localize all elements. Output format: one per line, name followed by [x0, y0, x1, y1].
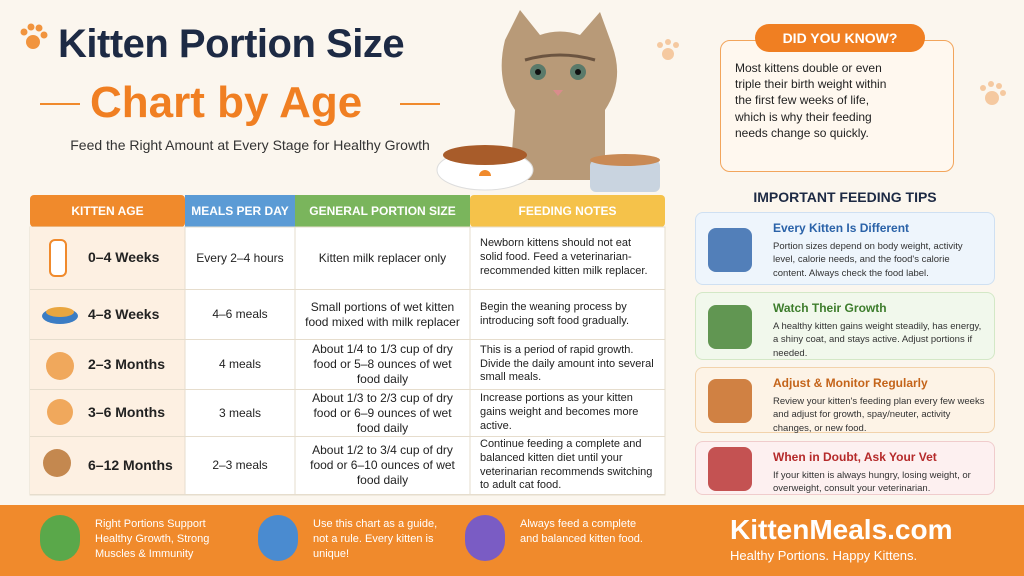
tip-icon — [708, 305, 752, 349]
footer — [0, 505, 1024, 576]
table-cell: 3 meals — [185, 390, 295, 437]
tagline: Healthy Portions. Happy Kittens. — [730, 548, 918, 563]
tip-text: If your kitten is always hungry, losing … — [773, 470, 971, 495]
footer-text: Right Portions Support Healthy Growth, S… — [95, 518, 210, 560]
brand: KittenMeals.com — [730, 514, 953, 545]
table-cell: Small portions of wet kitten food mixed … — [295, 290, 470, 340]
info-box — [720, 40, 954, 172]
tip-text: A healthy kitten gains weight steadily, … — [773, 321, 982, 359]
table-cell: Continue feeding a complete and balanced… — [470, 437, 665, 495]
table-cell: 6–12 Months — [30, 437, 185, 495]
tip-title: Every Kitten Is Different — [773, 221, 910, 235]
table-cell: About 1/4 to 1/3 cup of dry food or 5–8 … — [295, 340, 470, 390]
table-cell: 4 meals — [185, 340, 295, 390]
table-cell: Newborn kittens should not eat solid foo… — [470, 227, 665, 290]
tip-card: Adjust & Monitor Regularly Review your ki… — [695, 367, 995, 434]
tip-card: Watch Their Growth A healthy kitten gains… — [695, 292, 995, 360]
tip-card: Every Kitten Is Different Portion sizes d… — [695, 212, 995, 285]
table-cell: Increase portions as your kitten gains w… — [470, 390, 665, 437]
column-header: MEALS PER DAY — [191, 204, 289, 218]
footer-icon — [258, 515, 298, 561]
column-header: KITTEN AGE — [71, 204, 144, 218]
column-header: GENERAL PORTION SIZE — [309, 204, 456, 218]
table-cell: 4–8 Weeks — [30, 290, 185, 340]
table-cell: Kitten milk replacer only — [295, 227, 470, 290]
footer-icon — [465, 515, 505, 561]
info-title: DID YOU KNOW? — [755, 24, 925, 52]
title: Kitten Portion Size — [58, 22, 405, 66]
subtitle: Feed the Right Amount at Every Stage for… — [70, 137, 430, 153]
info-text: Most kittens double or even triple their… — [735, 61, 887, 140]
table-cell: Begin the weaning process by introducing… — [470, 290, 665, 340]
tip-title: Adjust & Monitor Regularly — [773, 376, 928, 390]
tips-title: IMPORTANT FEEDING TIPS — [753, 189, 937, 205]
footer-text: Always feed a complete and balanced kitt… — [520, 518, 643, 545]
tip-icon — [708, 379, 752, 423]
footer-text: Use this chart as a guide, not a rule. E… — [313, 518, 438, 560]
table-cell: Every 2–4 hours — [185, 227, 295, 290]
table-cell: 2–3 Months — [30, 340, 185, 390]
tip-icon — [708, 227, 752, 272]
table-cell: 2–3 meals — [185, 437, 295, 495]
table-cell: 0–4 Weeks — [30, 227, 185, 290]
tip-icon — [708, 447, 752, 491]
table-cell: 3–6 Months — [30, 390, 185, 437]
column-header: FEEDING NOTES — [518, 204, 617, 218]
tip-title: Watch Their Growth — [773, 301, 887, 315]
tip-card: When in Doubt, Ask Your Vet If your kitte… — [695, 441, 995, 495]
title: Chart by Age — [90, 78, 363, 127]
tip-text: Review your kitten's feeding plan every … — [773, 396, 985, 434]
table-cell: 4–6 meals — [185, 290, 295, 340]
table-cell: About 1/2 to 3/4 cup of dry food or 6–10… — [295, 437, 470, 495]
footer-icon — [40, 515, 80, 561]
tip-text: Portion sizes depend on body weight, act… — [773, 241, 963, 279]
tip-title: When in Doubt, Ask Your Vet — [773, 450, 937, 464]
table-cell: This is a period of rapid growth. Divide… — [470, 340, 665, 390]
table-cell: About 1/3 to 2/3 cup of dry food or 6–9 … — [295, 390, 470, 437]
